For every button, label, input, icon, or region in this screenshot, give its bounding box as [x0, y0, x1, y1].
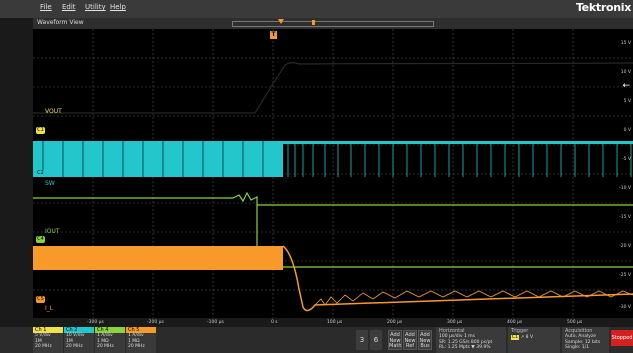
- horizontal-record-length: RL: 1.25 Mpts ▼ 39.9%: [439, 345, 491, 350]
- x-tick: 0 s: [271, 320, 278, 325]
- channel-badge-1[interactable]: C1: [36, 127, 45, 134]
- channel-2-settings[interactable]: Ch 2 10 V/div 1M 20 MHz: [64, 327, 94, 353]
- button-line: New: [419, 337, 431, 344]
- channel-4-bw: 20 MHz: [97, 344, 114, 349]
- channel-2-term: 1M: [66, 338, 73, 344]
- il-trace: [33, 245, 633, 312]
- horizontal-sample-rate: SR: 1.25 GS/s 800 ps/pt: [439, 339, 493, 345]
- overview-trigger-marker: [278, 19, 284, 24]
- menu-file[interactable]: File: [40, 3, 52, 11]
- trigger-header: Trigger: [511, 328, 529, 334]
- channel-5-scale: 1 A/div: [128, 333, 144, 338]
- y-tick: 0 V: [623, 128, 631, 133]
- settings-bar: Ch 1 5 V/div 1M 20 MHz Ch 2 10 V/div 1M …: [0, 327, 633, 353]
- channel-badge-5[interactable]: C5: [36, 296, 45, 303]
- vout-trace: [33, 61, 633, 114]
- x-tick: 300 µs: [447, 320, 463, 325]
- button-line: Add: [420, 332, 430, 338]
- run-status-button[interactable]: Stopped: [611, 330, 633, 346]
- button-line: Add: [390, 332, 400, 338]
- menu-edit[interactable]: Edit: [62, 3, 76, 11]
- button-line: Bus: [420, 343, 430, 349]
- y-tick: -5 V: [622, 157, 631, 162]
- menu-help[interactable]: Help: [110, 3, 126, 11]
- channel-count-3[interactable]: 3: [356, 330, 368, 350]
- x-tick: 100 µs: [327, 320, 343, 325]
- rising-edge-icon: ↗: [520, 335, 525, 340]
- x-tick: -300 µs: [87, 320, 104, 325]
- channel-2-scale: 10 V/div: [66, 333, 85, 338]
- channel-count-6[interactable]: 6: [370, 330, 382, 350]
- trigger-panel[interactable]: Trigger C1 ↗ 8 V: [508, 327, 560, 353]
- channel-badge-2[interactable]: C2: [36, 170, 45, 177]
- channel-1-term: 1M: [35, 338, 42, 344]
- label-iout: IOUT: [45, 228, 60, 235]
- channel-1-header: Ch 1: [33, 327, 63, 333]
- overview-position-marker[interactable]: [312, 20, 315, 25]
- acquisition-sample: Sample: 12 bits: [565, 339, 601, 345]
- add-new-bus-button[interactable]: Add New Bus: [418, 330, 432, 350]
- menu-bar: File Edit Utility Help Tektronix: [0, 0, 633, 18]
- y-tick: 15 V: [620, 41, 631, 46]
- x-tick: 400 µs: [507, 320, 523, 325]
- x-tick: 500 µs: [567, 320, 583, 325]
- label-sw: SW: [45, 180, 55, 187]
- horizontal-panel[interactable]: Horizontal 100 µs/div 1 ms SR: 1.25 GS/s…: [436, 327, 506, 353]
- label-vout: VOUT: [45, 108, 62, 115]
- label-il: I_L: [45, 305, 54, 312]
- add-new-math-button[interactable]: Add New Math: [388, 330, 402, 350]
- channel-4-settings[interactable]: Ch 4 1 A/div 1 MΩ 20 MHz: [95, 327, 125, 353]
- button-line: Math: [389, 343, 402, 349]
- button-line: New: [404, 337, 416, 344]
- y-tick: -25 V: [619, 273, 631, 278]
- x-tick: -200 µs: [147, 320, 164, 325]
- channel-5-header: Ch 5: [126, 327, 156, 333]
- horizontal-scale: 100 µs/div 1 ms: [439, 334, 475, 339]
- channel-5-settings[interactable]: Ch 5 1 A/div 1 MΩ 20 MHz: [126, 327, 156, 353]
- brand-logo: Tektronix: [575, 1, 631, 14]
- button-line: Add: [405, 332, 415, 338]
- channel-badge-4[interactable]: C4: [36, 236, 45, 243]
- sw-trace: [33, 141, 633, 177]
- iout-trace: [33, 191, 633, 206]
- button-line: New: [389, 337, 401, 344]
- channel-4-scale: 1 A/div: [97, 333, 113, 338]
- waveform-view-header: Waveform View: [33, 18, 633, 29]
- channel-1-scale: 5 V/div: [35, 333, 51, 338]
- acquisition-panel[interactable]: Acquisition Auto, Analyze Sample: 12 bit…: [562, 327, 609, 353]
- add-new-ref-button[interactable]: Add New Ref: [403, 330, 417, 350]
- channel-2-bw: 20 MHz: [66, 344, 83, 349]
- y-tick: -30 V: [619, 305, 631, 310]
- y-tick: -20 V: [619, 244, 631, 249]
- channel-2-header: Ch 2: [64, 327, 94, 333]
- menu-utility[interactable]: Utility: [85, 3, 106, 11]
- waveform-view-title: Waveform View: [37, 19, 84, 26]
- horizontal-header: Horizontal: [439, 328, 465, 334]
- trigger-source: C1: [511, 335, 520, 340]
- y-tick: 5 V: [623, 99, 631, 104]
- record-overview-bar[interactable]: [232, 21, 434, 27]
- acquisition-header: Acquisition: [565, 328, 593, 334]
- x-tick: -100 µs: [207, 320, 224, 325]
- trigger-level: 8 V: [525, 335, 534, 340]
- button-line: Ref: [405, 343, 415, 349]
- channel-5-bw: 20 MHz: [128, 344, 145, 349]
- waveform-plot[interactable]: [33, 29, 633, 318]
- channel-1-bw: 20 MHz: [35, 344, 52, 349]
- y-tick: -15 V: [619, 215, 631, 220]
- waveform-graticule: [33, 29, 633, 318]
- y-tick: 10 V: [620, 70, 631, 75]
- channel-5-term: 1 MΩ: [128, 338, 140, 344]
- x-tick: 200 µs: [387, 320, 403, 325]
- acquisition-mode: Auto, Analyze: [565, 334, 597, 339]
- trigger-position-marker[interactable]: T: [270, 31, 277, 39]
- channel-1-settings[interactable]: Ch 1 5 V/div 1M 20 MHz: [33, 327, 63, 353]
- acquisition-single: Single: 1/1: [565, 345, 590, 350]
- channel-4-term: 1 MΩ: [97, 338, 109, 344]
- arrow-left-icon[interactable]: ←: [622, 81, 630, 91]
- channel-4-header: Ch 4: [95, 327, 125, 333]
- y-tick: -10 V: [619, 186, 631, 191]
